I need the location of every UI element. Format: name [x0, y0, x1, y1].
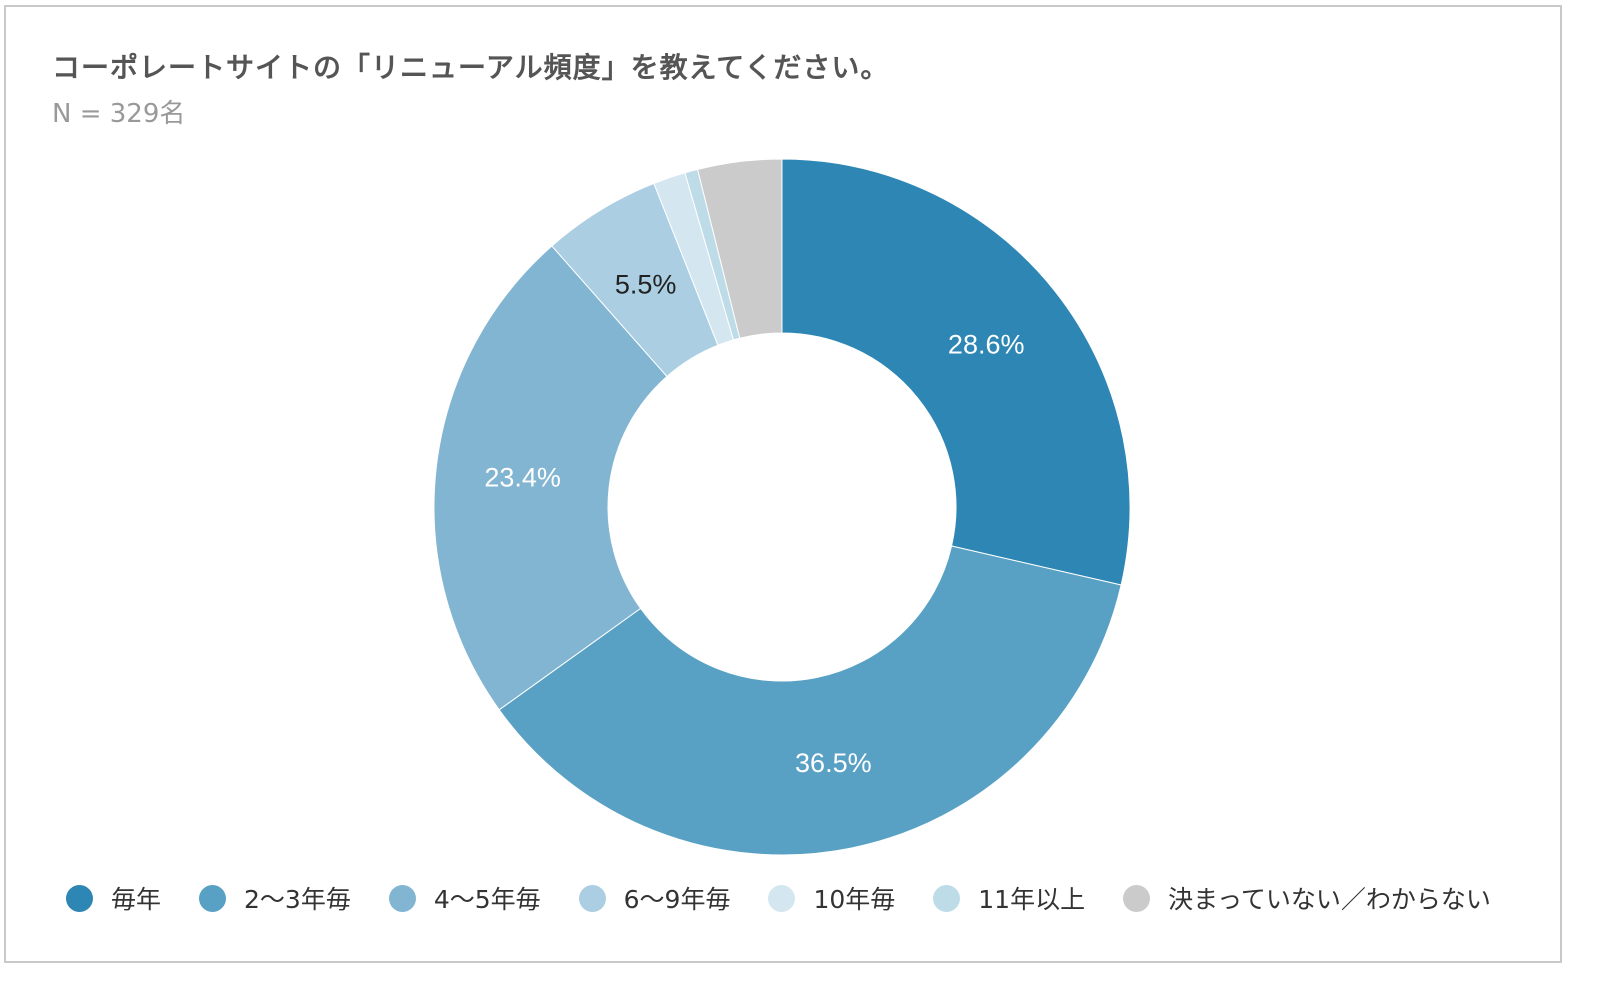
legend-swatch — [66, 884, 93, 912]
legend-swatch — [388, 884, 416, 912]
legend-label: 決まっていない／わからない — [1168, 885, 1491, 914]
legend-item-0: 毎年 — [66, 880, 161, 916]
legend-swatch — [933, 884, 961, 912]
legend-item-1: 2〜3年毎 — [199, 880, 351, 916]
legend-swatch — [578, 884, 606, 912]
legend-swatch — [768, 884, 796, 912]
legend-item-3: 6〜9年毎 — [578, 880, 731, 916]
legend-item-6: 決まっていない／わからない — [1123, 880, 1491, 916]
slice-0 — [781, 158, 1131, 586]
legend-item-4: 10年毎 — [768, 880, 895, 916]
legend-swatch — [1123, 884, 1151, 912]
chart-title: コーポレートサイトの「リニューアル頻度」を教えてください。 — [52, 51, 890, 84]
slice-label-1: 36.5% — [795, 748, 872, 778]
legend-label: 2〜3年毎 — [244, 885, 351, 914]
legend-label: 毎年 — [111, 885, 162, 914]
chart-subtitle: N = 329名 — [52, 99, 186, 129]
legend: 毎年 2〜3年毎 4〜5年毎 6〜9年毎 10年毎 11年以上 決まっていない／わからない — [66, 880, 1529, 916]
slice-label-0: 28.6% — [948, 329, 1025, 359]
slice-6 — [696, 158, 783, 339]
legend-label: 6〜9年毎 — [623, 885, 731, 914]
legend-item-5: 11年以上 — [933, 880, 1085, 916]
slice-1 — [498, 545, 1122, 856]
slice-label-3: 5.5% — [615, 269, 677, 299]
legend-item-2: 4〜5年毎 — [388, 880, 541, 916]
legend-label: 4〜5年毎 — [433, 885, 541, 914]
legend-label: 10年毎 — [813, 885, 896, 914]
slice-label-2: 23.4% — [484, 463, 561, 493]
legend-label: 11年以上 — [978, 885, 1086, 914]
legend-swatch — [199, 884, 227, 912]
slice-2 — [433, 245, 668, 711]
